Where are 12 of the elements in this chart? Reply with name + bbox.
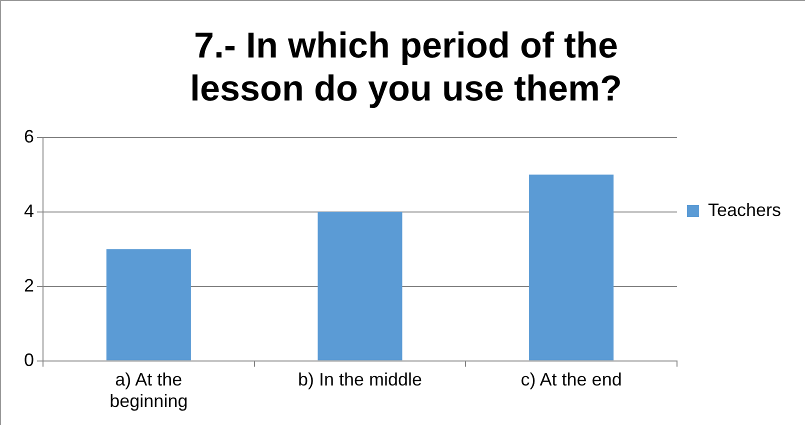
bar — [529, 174, 614, 360]
legend-label: Teachers — [708, 200, 782, 220]
bar — [318, 212, 402, 360]
y-tick-label: 0 — [24, 350, 34, 370]
y-tick-label: 2 — [24, 275, 34, 296]
x-tick-label: c) At the end — [520, 370, 622, 390]
y-tick-label: 4 — [24, 200, 34, 221]
bar — [106, 249, 191, 360]
x-tick-label: b) In the middle — [298, 370, 422, 390]
chart-title: 7.- In which period of the lesson do you use them? — [190, 24, 622, 109]
x-tick-label: a) At the beginning — [110, 370, 188, 412]
y-tick-label: 6 — [24, 126, 34, 146]
